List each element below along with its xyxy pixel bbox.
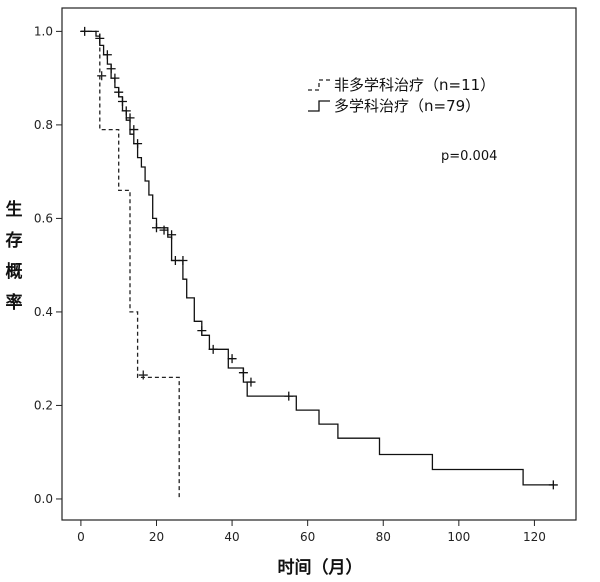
series-2-censor-mark	[106, 64, 116, 74]
series-2-censor-mark	[159, 225, 169, 235]
y-tick-label: 0.4	[34, 305, 53, 319]
series-2-censor-mark	[121, 106, 131, 116]
x-tick-label: 0	[77, 530, 85, 544]
legend-label-series-2: 多学科治疗（n=79）	[334, 97, 480, 115]
series-2-censor-mark	[284, 391, 294, 401]
series-2-censor-mark	[80, 26, 90, 36]
series-2-censor-mark	[548, 480, 558, 490]
series-2-censor-mark	[208, 344, 218, 354]
y-tick-label: 0.2	[34, 398, 53, 412]
x-axis-title: 时间（月）	[278, 557, 363, 578]
y-tick-label: 0.6	[34, 211, 53, 225]
series-layer	[80, 26, 558, 499]
series-2-censor-mark	[102, 50, 112, 60]
series-2-censor-mark	[117, 97, 127, 107]
legend-swatch-series-1	[308, 79, 330, 91]
series-2-censor-mark	[178, 255, 188, 265]
series-2-censor-mark	[246, 377, 256, 387]
series-2-censor-mark	[197, 326, 207, 336]
p-value-annotation: p=0.004	[441, 149, 497, 164]
legend: 非多学科治疗（n=11） 多学科治疗（n=79）	[308, 76, 495, 115]
x-tick-label: 120	[523, 530, 546, 544]
series-2-censor-mark	[114, 87, 124, 97]
x-tick-label: 20	[149, 530, 164, 544]
series-1-line	[80, 30, 180, 499]
series-2-censor-mark	[133, 139, 143, 149]
x-tick-label: 60	[300, 530, 315, 544]
y-tick-label: 0.0	[34, 492, 53, 506]
y-axis-ticks: 0.0 0.2 0.4 0.6 0.8 1.0	[34, 24, 62, 506]
legend-label-series-1: 非多学科治疗（n=11）	[334, 76, 495, 94]
series-2-censor-mark	[170, 255, 180, 265]
series-2-censor-mark	[167, 230, 177, 240]
y-tick-label: 1.0	[34, 24, 53, 38]
series-2-censor-mark	[95, 33, 105, 43]
plot-frame	[61, 7, 577, 521]
y-axis-title: 生存概率	[6, 199, 23, 313]
series-2-censor-mark	[238, 368, 248, 378]
series-2-line	[80, 30, 554, 486]
series-1-censor-mark	[138, 370, 148, 380]
x-axis-ticks: 0 20 40 60 80 100 120	[77, 520, 546, 544]
series-1-censor-mark	[97, 71, 107, 81]
series-2-censor-mark	[125, 113, 135, 123]
series-2-censor-mark	[110, 73, 120, 83]
legend-swatch-series-2	[308, 100, 330, 112]
x-tick-label: 80	[376, 530, 391, 544]
series-2-censor-mark	[129, 125, 139, 135]
y-tick-label: 0.8	[34, 118, 53, 132]
x-tick-label: 100	[447, 530, 470, 544]
series-2-censor-mark	[151, 223, 161, 233]
series-2-censor-mark	[227, 354, 237, 364]
x-tick-label: 40	[224, 530, 239, 544]
